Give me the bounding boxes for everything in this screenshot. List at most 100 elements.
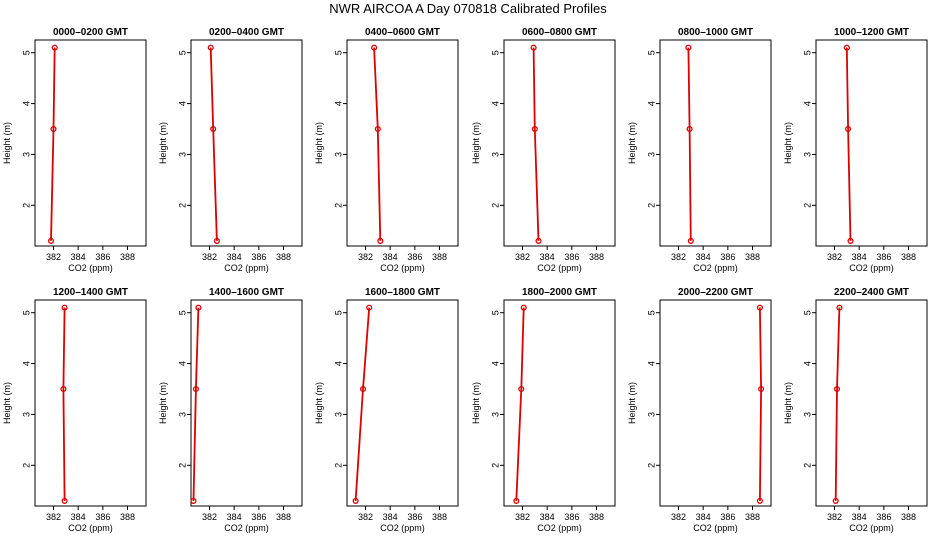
panel-title: 2000–2200 GMT bbox=[678, 287, 753, 298]
y-tick-label: 2 bbox=[646, 203, 656, 208]
y-tick-label: 4 bbox=[802, 101, 812, 106]
x-tick-label: 386 bbox=[95, 252, 110, 262]
y-tick-label: 5 bbox=[177, 50, 187, 55]
x-tick-label: 382 bbox=[827, 512, 842, 522]
y-axis-label: Height (m) bbox=[627, 122, 637, 164]
y-tick-label: 2 bbox=[490, 203, 500, 208]
data-point bbox=[371, 44, 378, 51]
y-tick-label: 2 bbox=[177, 463, 187, 468]
y-axis-label: Height (m) bbox=[2, 122, 12, 164]
y-tick-label: 4 bbox=[333, 361, 343, 366]
data-point bbox=[366, 304, 373, 311]
y-tick-label: 5 bbox=[490, 310, 500, 315]
x-axis-label: CO2 (ppm) bbox=[68, 523, 113, 533]
x-axis-label: CO2 (ppm) bbox=[693, 523, 738, 533]
y-tick-label: 4 bbox=[177, 361, 187, 366]
y-tick-label: 4 bbox=[490, 101, 500, 106]
data-point bbox=[61, 497, 68, 504]
y-tick-label: 2 bbox=[646, 463, 656, 468]
x-tick-label: 384 bbox=[71, 252, 86, 262]
x-tick-label: 386 bbox=[564, 512, 579, 522]
x-tick-label: 382 bbox=[202, 512, 217, 522]
y-axis-label: Height (m) bbox=[471, 122, 481, 164]
data-point bbox=[47, 237, 55, 244]
x-tick-label: 388 bbox=[745, 512, 760, 522]
profile-line bbox=[532, 47, 540, 241]
y-tick-label: 5 bbox=[490, 50, 500, 55]
y-tick-label: 5 bbox=[333, 50, 343, 55]
y-tick-label: 5 bbox=[646, 310, 656, 315]
panel-title: 0600–0800 GMT bbox=[522, 27, 597, 38]
y-tick-label: 3 bbox=[333, 152, 343, 157]
y-tick-label: 2 bbox=[490, 463, 500, 468]
profile-line bbox=[209, 47, 218, 241]
x-axis-label: CO2 (ppm) bbox=[68, 263, 113, 273]
x-tick-label: 382 bbox=[515, 512, 530, 522]
x-tick-label: 386 bbox=[251, 252, 266, 262]
plot-frame bbox=[659, 39, 772, 247]
profile-line bbox=[373, 47, 382, 241]
x-tick-label: 388 bbox=[432, 252, 447, 262]
data-point bbox=[686, 125, 693, 133]
data-point bbox=[518, 385, 525, 393]
x-tick-label: 384 bbox=[540, 512, 555, 522]
y-axis-label: Height (m) bbox=[158, 122, 168, 164]
data-point bbox=[207, 44, 214, 51]
x-axis-label: CO2 (ppm) bbox=[380, 263, 425, 273]
panel-title: 1800–2000 GMT bbox=[522, 287, 597, 298]
x-tick-label: 388 bbox=[745, 252, 760, 262]
y-axis-label: Height (m) bbox=[783, 382, 793, 424]
x-axis-label: CO2 (ppm) bbox=[380, 523, 425, 533]
plot-frame bbox=[503, 39, 616, 247]
data-point bbox=[213, 237, 220, 244]
data-point bbox=[756, 304, 763, 311]
y-tick-label: 4 bbox=[646, 101, 656, 106]
plot-frame bbox=[659, 299, 772, 507]
data-point bbox=[832, 497, 839, 504]
plot-frame bbox=[815, 299, 928, 507]
x-tick-label: 384 bbox=[227, 512, 242, 522]
x-tick-label: 382 bbox=[46, 252, 61, 262]
plot-frame bbox=[503, 299, 616, 507]
x-tick-label: 386 bbox=[407, 512, 422, 522]
x-tick-label: 382 bbox=[202, 252, 217, 262]
data-point bbox=[60, 385, 67, 393]
data-point bbox=[352, 497, 359, 504]
x-axis-label: CO2 (ppm) bbox=[849, 263, 894, 273]
x-tick-label: 386 bbox=[720, 252, 735, 262]
y-tick-label: 4 bbox=[21, 361, 31, 366]
x-tick-label: 384 bbox=[696, 252, 711, 262]
x-tick-label: 382 bbox=[515, 252, 530, 262]
data-point bbox=[190, 497, 197, 504]
x-tick-label: 384 bbox=[696, 512, 711, 522]
data-point bbox=[210, 125, 217, 133]
y-tick-label: 2 bbox=[177, 203, 187, 208]
y-axis-label: Height (m) bbox=[314, 382, 324, 424]
profile-line bbox=[834, 307, 841, 501]
y-tick-label: 4 bbox=[490, 361, 500, 366]
y-axis-label: Height (m) bbox=[2, 382, 12, 424]
y-tick-label: 2 bbox=[333, 463, 343, 468]
y-tick-label: 3 bbox=[21, 412, 31, 417]
data-point bbox=[685, 44, 692, 51]
y-tick-label: 2 bbox=[21, 463, 31, 468]
x-tick-label: 388 bbox=[432, 512, 447, 522]
profile-line bbox=[50, 47, 56, 241]
y-tick-label: 5 bbox=[333, 310, 343, 315]
panel-title: 0200–0400 GMT bbox=[209, 27, 284, 38]
y-tick-label: 5 bbox=[21, 310, 31, 315]
y-axis-label: Height (m) bbox=[627, 382, 637, 424]
y-tick-label: 2 bbox=[333, 203, 343, 208]
y-tick-label: 4 bbox=[177, 101, 187, 106]
x-tick-label: 384 bbox=[852, 512, 867, 522]
data-point bbox=[192, 385, 199, 393]
plot-frame bbox=[815, 39, 928, 247]
x-tick-label: 384 bbox=[383, 252, 398, 262]
y-tick-label: 5 bbox=[177, 310, 187, 315]
x-tick-label: 388 bbox=[120, 512, 135, 522]
x-axis-label: CO2 (ppm) bbox=[224, 263, 269, 273]
y-tick-label: 3 bbox=[646, 412, 656, 417]
figure-title: NWR AIRCOA A Day 070818 Calibrated Profi… bbox=[329, 1, 607, 16]
y-tick-label: 3 bbox=[177, 412, 187, 417]
y-tick-label: 3 bbox=[646, 152, 656, 157]
